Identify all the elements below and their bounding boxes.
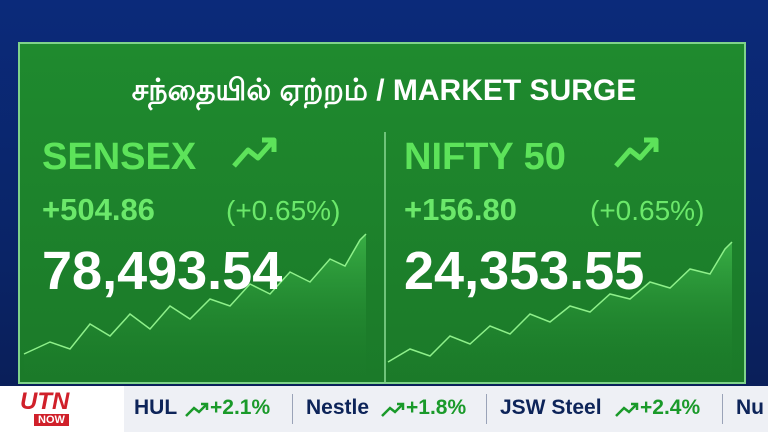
sparkline-area (24, 234, 366, 382)
index-name: SENSEX (42, 136, 197, 178)
sparkline (387, 241, 733, 363)
title: சந்தையில் ஏற்றம் / MARKET SURGE (131, 74, 637, 107)
sparkline-area (388, 242, 732, 382)
sparkline (23, 233, 367, 355)
logo-text: UTN (20, 388, 70, 415)
separator (486, 394, 487, 424)
ticker-name: Nestle (306, 396, 370, 419)
index-change-pct: (+0.65%) (226, 195, 341, 226)
logo: UTN NOW (0, 386, 124, 432)
ticker-name: Nu (736, 396, 764, 419)
sparklines (23, 137, 733, 382)
index-change-pct: (+0.65%) (590, 195, 705, 226)
trend-icons (232, 137, 659, 168)
logo-sub: NOW (34, 414, 69, 426)
ticker-change: +1.8% (406, 396, 467, 419)
separator (292, 394, 293, 424)
market-panel: சந்தையில் ஏற்றம் / MARKET SURGE SENSEX +… (18, 42, 746, 384)
ticker-name: JSW Steel (500, 396, 602, 419)
ticker-name: HUL (134, 396, 178, 419)
index-name: NIFTY 50 (404, 136, 566, 178)
ticker-arrows (185, 402, 639, 417)
ticker-change: +2.4% (640, 396, 701, 419)
ticker-change: +2.1% (210, 396, 271, 419)
index-value: 24,353.55 (404, 241, 645, 301)
ticker: UTN NOW HUL +2.1% Nestle +1.8% JSW Steel… (0, 386, 768, 432)
separator (722, 394, 723, 424)
index-value: 78,493.54 (42, 241, 283, 301)
index-change: +156.80 (404, 192, 517, 227)
index-change: +504.86 (42, 192, 155, 227)
divider (384, 132, 386, 382)
